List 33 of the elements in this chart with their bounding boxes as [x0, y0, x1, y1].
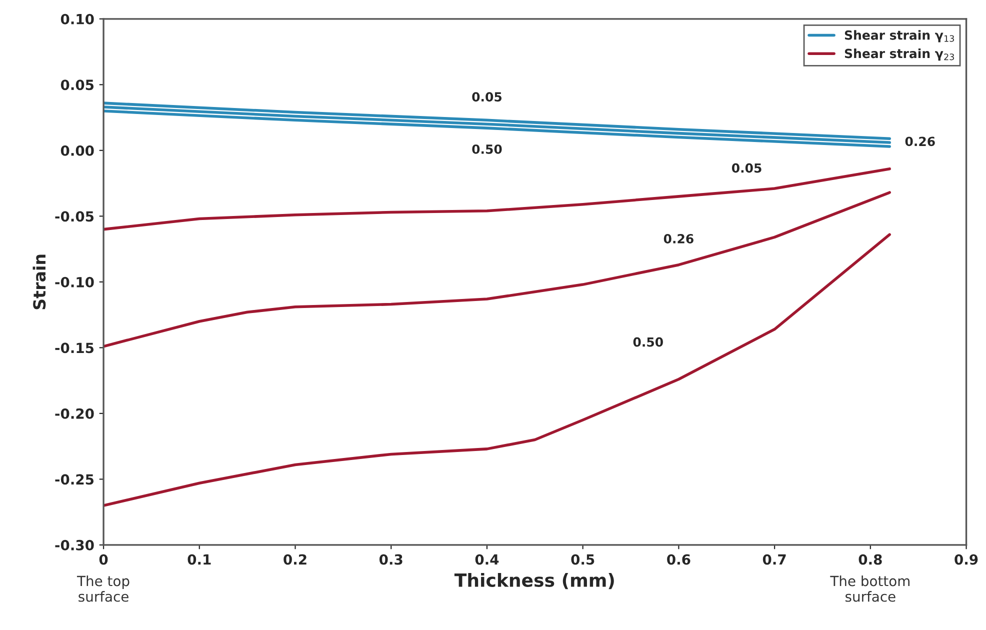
- text: The top surface: [76, 576, 130, 602]
- y-tick-label: -0.25: [55, 474, 94, 485]
- text: The bottom surface: [830, 576, 910, 602]
- x-axis-title: Thickness (mm): [454, 572, 614, 590]
- y-tick-label: 0.10: [60, 14, 94, 24]
- x-tick-label: 0.1: [188, 554, 211, 565]
- x-tick-label: 0.6: [667, 554, 690, 565]
- annotation: 0.50: [633, 337, 663, 347]
- annotation: 0.26: [905, 136, 935, 146]
- y-tick-label: -0.10: [55, 276, 94, 288]
- x-tick-label: 0.2: [284, 554, 306, 565]
- y-tick-label: -0.05: [55, 211, 94, 222]
- line-series: [104, 233, 891, 507]
- annotation: 0.50: [472, 144, 502, 154]
- x-tick-label: 0.3: [379, 554, 402, 565]
- legend-label: Shear strain γ$_{13}$: [844, 30, 954, 42]
- annotation: 0.05: [732, 163, 762, 173]
- x-tick-label: 0.9: [954, 554, 978, 565]
- x-tick-label: 0.8: [858, 554, 882, 565]
- x-tick-label: 0: [99, 554, 108, 565]
- y-tick-label: 0.00: [60, 145, 94, 156]
- annotation: 0.26: [664, 234, 694, 244]
- x-tick-label: 0.4: [475, 554, 499, 565]
- annotation: 0.05: [472, 92, 502, 102]
- y-tick-label: -0.30: [55, 540, 94, 550]
- y-tick-label: -0.15: [55, 342, 94, 354]
- y-tick-label: -0.20: [55, 408, 94, 419]
- y-tick-label: 0.05: [60, 80, 94, 90]
- legend-label: Shear strain γ$_{23}$: [844, 48, 954, 61]
- line-series: [104, 191, 891, 348]
- y-axis-title: Strain: [32, 254, 46, 310]
- x-tick-label: 0.5: [571, 554, 594, 565]
- x-tick-label: 0.7: [762, 554, 786, 565]
